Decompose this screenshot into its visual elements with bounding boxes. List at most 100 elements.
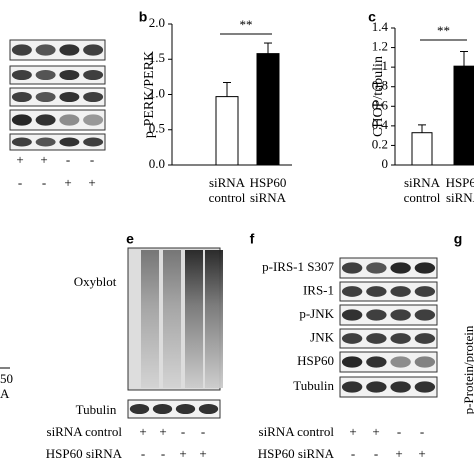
blot-frame <box>9 109 106 131</box>
panel-letter: e <box>126 231 134 247</box>
y-tick-label: 0.8 <box>372 78 388 93</box>
treatment-sign: + <box>179 446 186 461</box>
panel-letter: c <box>368 9 376 25</box>
treatment-label: siRNA control <box>259 424 335 439</box>
blot-band <box>11 137 32 147</box>
blot-band <box>414 309 436 321</box>
treatment-sign: - <box>161 446 165 461</box>
blot-band <box>83 114 104 126</box>
x-tick-label: HSP60 siRNA <box>445 175 474 205</box>
blot-band <box>414 356 436 368</box>
panel-letter: b <box>139 9 148 25</box>
blot-label: IRS-1 <box>303 282 334 297</box>
treatment-label: HSP60 siRNA <box>258 446 335 461</box>
panel-letter: g <box>454 231 463 247</box>
blot-band <box>414 286 436 297</box>
blot-label: HSP60 <box>297 353 334 368</box>
fragment-text: A <box>0 386 10 401</box>
blot-frame <box>9 65 106 85</box>
blot-band <box>83 137 104 147</box>
blot-frame <box>9 39 106 61</box>
blot-band <box>59 114 80 126</box>
blot-band <box>341 309 363 321</box>
treatment-sign: + <box>395 446 402 461</box>
panel-letter: f <box>250 231 255 247</box>
blot-band <box>366 356 387 368</box>
blot-label: p-JNK <box>299 306 334 321</box>
blot-band <box>366 381 387 393</box>
treatment-sign: - <box>141 446 145 461</box>
blot-band <box>414 381 436 393</box>
treatment-sign: + <box>349 424 356 439</box>
blot-band <box>366 262 387 274</box>
blot-band <box>390 333 411 344</box>
y-tick-label: 0.6 <box>372 97 389 112</box>
blot-band <box>366 286 387 297</box>
blot-label: JNK <box>310 329 334 344</box>
blot-band <box>341 286 363 297</box>
blot-band <box>390 356 411 368</box>
y-tick-label: 0.2 <box>372 136 388 151</box>
blot-band <box>341 262 363 274</box>
treatment-sign: + <box>199 446 206 461</box>
treatment-sign: - <box>351 446 355 461</box>
blot-frame <box>339 351 438 373</box>
y-tick-label: 0.0 <box>149 156 165 171</box>
blot-band <box>83 69 104 81</box>
blot-band <box>59 44 80 56</box>
blot-band <box>414 333 436 344</box>
significance-label: ** <box>240 17 253 32</box>
blot-band <box>366 333 387 344</box>
oxyblot-lane <box>141 250 159 388</box>
bar <box>453 65 474 166</box>
blot-label: Oxyblot <box>74 274 117 289</box>
blot-frame <box>339 376 438 398</box>
y-tick-label: 2.0 <box>149 15 165 30</box>
oxyblot-lane <box>205 250 223 388</box>
treatment-sign: + <box>40 152 47 167</box>
treatment-sign: - <box>374 446 378 461</box>
treatment-sign: - <box>42 175 46 190</box>
x-tick-label: siRNA control <box>403 175 441 205</box>
blot-band <box>341 356 363 368</box>
blot-band <box>59 137 80 147</box>
blot-band <box>366 309 387 321</box>
blot-band <box>59 91 80 103</box>
blot-band <box>59 69 80 81</box>
treatment-sign: + <box>16 152 23 167</box>
blot-band <box>11 114 32 126</box>
blot-band <box>390 381 411 393</box>
blot-band <box>35 114 56 126</box>
x-tick-label: HSP60 siRNA <box>249 175 287 205</box>
blot-frame <box>9 87 106 107</box>
y-tick-label: 0.5 <box>149 121 165 136</box>
blot-frame <box>339 328 438 349</box>
y-tick-label: 0 <box>382 156 389 171</box>
bar <box>411 132 433 166</box>
y-tick-label: 0.4 <box>372 117 389 132</box>
blot-band <box>129 403 150 415</box>
blot-frame <box>127 399 221 419</box>
y-tick-label: 1.4 <box>372 19 389 34</box>
blot-frame <box>339 257 438 279</box>
fragment-text: 50 <box>0 371 13 386</box>
treatment-sign: - <box>201 424 205 439</box>
treatment-sign: - <box>66 152 70 167</box>
blot-band <box>35 44 56 56</box>
bar <box>215 96 239 166</box>
treatment-sign: - <box>90 152 94 167</box>
treatment-sign: - <box>18 175 22 190</box>
y-tick-label: 1.2 <box>372 39 388 54</box>
oxyblot-lane <box>185 250 203 388</box>
blot-band <box>341 333 363 344</box>
treatment-sign: - <box>420 424 424 439</box>
blot-band <box>83 44 104 56</box>
significance-label: ** <box>437 23 450 38</box>
y-tick-label: 1 <box>382 58 389 73</box>
blot-band <box>390 262 411 274</box>
blot-band <box>390 286 411 297</box>
treatment-sign: + <box>372 424 379 439</box>
y-axis-label: p-PERK/PERK <box>142 51 157 138</box>
